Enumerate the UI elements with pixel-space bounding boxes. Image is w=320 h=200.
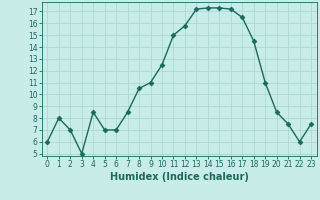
- X-axis label: Humidex (Indice chaleur): Humidex (Indice chaleur): [110, 172, 249, 182]
